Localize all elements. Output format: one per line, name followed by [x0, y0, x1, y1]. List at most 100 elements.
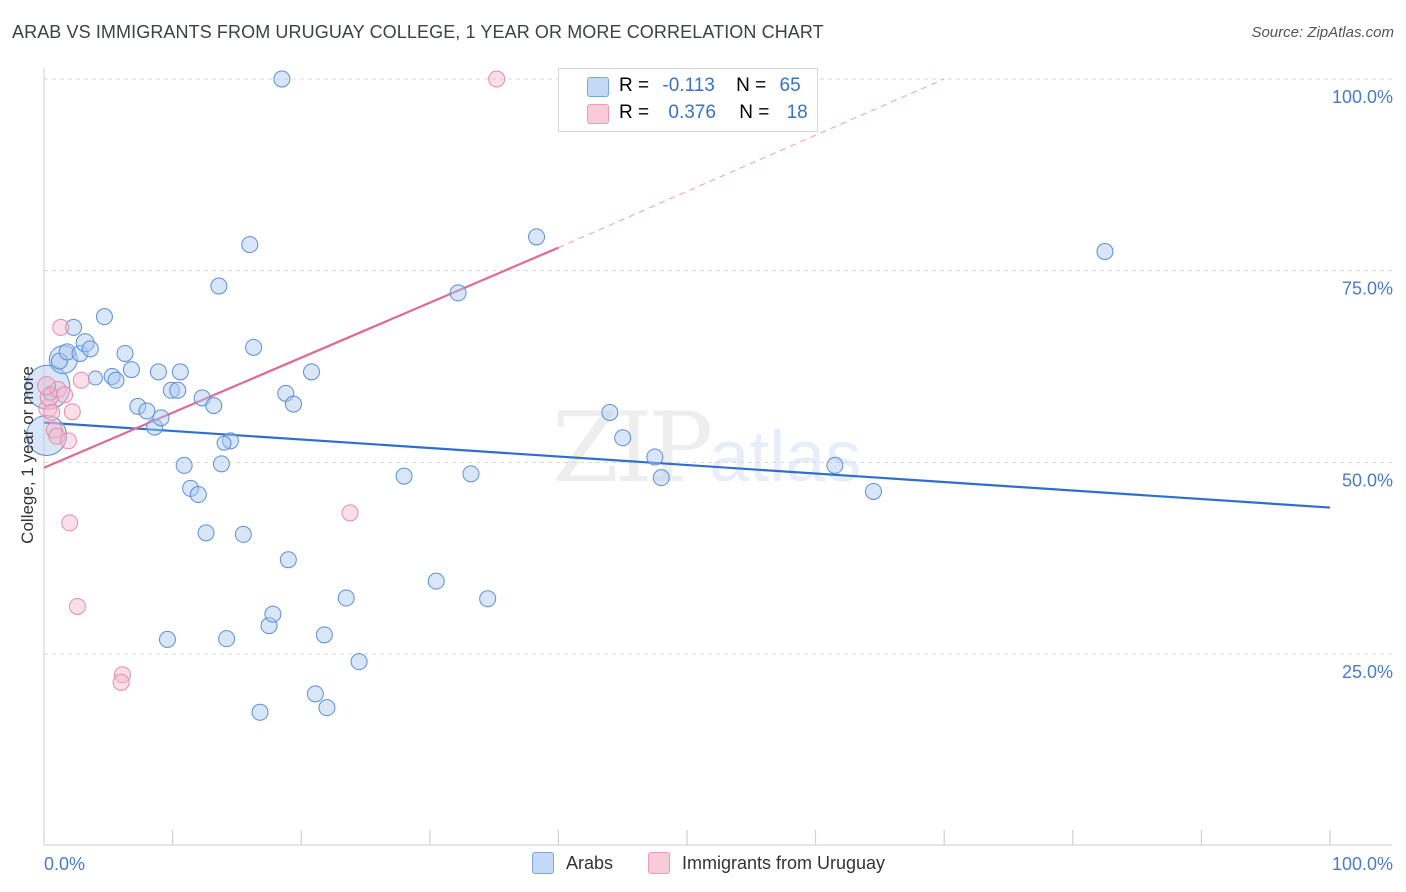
point-arabs: [251, 703, 269, 721]
y-tick-label: 50.0%: [1342, 470, 1393, 490]
legend-row-arabs: R = -0.113 N = 65: [619, 75, 801, 97]
point-arabs: [216, 435, 232, 451]
point-arabs: [210, 277, 228, 295]
point-arabs: [197, 524, 215, 542]
y-tick-label: 75.0%: [1342, 279, 1393, 299]
point-arabs: [864, 482, 882, 500]
point-arabs: [205, 397, 223, 415]
point-arabs: [116, 344, 134, 362]
legend-n-value: 65: [779, 75, 801, 96]
chart-title: ARAB VS IMMIGRANTS FROM URUGUAY COLLEGE,…: [12, 22, 824, 42]
point-arabs: [273, 70, 291, 88]
point-arabs: [234, 525, 252, 543]
legend-n-label: N =: [739, 102, 770, 123]
point-arabs: [138, 402, 156, 420]
point-arabs: [189, 486, 207, 504]
legend-row-uruguay: R = 0.376 N = 18: [619, 102, 808, 124]
arabs-label: Arabs: [566, 852, 614, 873]
grid-lines: [44, 78, 1392, 655]
y-axis-title: College, 1 year or more: [18, 366, 37, 544]
legend-n-value: 18: [786, 102, 808, 123]
point-arabs: [48, 345, 78, 375]
point-arabs: [306, 685, 324, 703]
point-arabs: [337, 589, 355, 607]
uruguay-label: Immigrants from Uruguay: [682, 852, 886, 873]
point-arabs: [528, 228, 546, 246]
series-legend: Arabs Immigrants from Uruguay: [0, 852, 1406, 878]
data-points: [25, 70, 1114, 721]
point-arabs: [601, 404, 619, 421]
point-uruguay: [59, 432, 77, 450]
point-arabs: [162, 381, 180, 399]
trend-line-uruguay: [43, 246, 559, 469]
point-arabs: [71, 344, 89, 362]
point-uruguay: [68, 597, 86, 615]
point-arabs: [129, 397, 147, 415]
point-uruguay: [112, 673, 130, 691]
point-arabs: [1096, 243, 1114, 260]
point-arabs: [449, 284, 467, 302]
point-arabs: [315, 626, 333, 644]
point-arabs: [107, 371, 125, 389]
point-arabs: [427, 572, 445, 590]
point-arabs: [652, 469, 670, 487]
point-arabs: [279, 551, 297, 569]
point-arabs: [218, 630, 236, 648]
point-arabs: [87, 370, 103, 386]
point-arabs: [302, 363, 320, 381]
point-arabs: [264, 605, 282, 623]
point-arabs: [169, 381, 187, 399]
point-arabs: [245, 338, 263, 356]
point-arabs: [95, 308, 113, 326]
axes: [43, 68, 1392, 846]
point-arabs: [146, 418, 164, 436]
point-uruguay: [56, 386, 74, 404]
legend-r-label: R =: [619, 102, 650, 123]
y-tick-label: 100.0%: [1332, 87, 1393, 107]
point-uruguay: [37, 376, 57, 396]
trend-line-uruguay-extrapolated: [558, 78, 945, 249]
x-tick-label: 0.0%: [44, 854, 85, 874]
point-arabs: [26, 415, 68, 456]
point-arabs: [175, 456, 193, 474]
legend-item-uruguay[interactable]: Immigrants from Uruguay: [648, 852, 885, 874]
point-uruguay: [61, 514, 79, 532]
point-arabs: [65, 318, 83, 336]
point-arabs: [646, 448, 664, 466]
point-arabs: [614, 429, 632, 447]
point-uruguay: [63, 403, 81, 421]
y-tick-label: 25.0%: [1342, 662, 1393, 682]
axis-labels: 25.0% 50.0% 75.0% 100.0% 0.0% 100.0% College, …: [18, 87, 1393, 874]
trend-line-arabs: [43, 421, 1331, 509]
point-arabs: [171, 363, 189, 381]
point-arabs: [149, 363, 167, 381]
point-arabs: [241, 236, 259, 254]
legend-item-arabs[interactable]: Arabs: [532, 852, 613, 874]
point-uruguay: [488, 70, 506, 88]
legend-r-label: R =: [619, 75, 650, 96]
point-arabs: [158, 630, 176, 648]
uruguay-swatch: [648, 852, 670, 874]
legend-n-label: N =: [736, 75, 767, 96]
point-arabs: [152, 409, 170, 427]
point-arabs: [212, 455, 230, 473]
legend-r-value: 0.376: [668, 102, 716, 123]
point-arabs: [284, 395, 302, 413]
point-uruguay: [72, 371, 90, 389]
x-tick-label: 100.0%: [1332, 854, 1393, 874]
legend-swatch-arabs: [587, 77, 609, 97]
legend-swatch-uruguay: [587, 104, 609, 124]
legend-r-value: -0.113: [662, 75, 715, 96]
point-arabs: [826, 456, 844, 474]
point-arabs: [318, 699, 336, 717]
point-uruguay: [52, 318, 70, 336]
point-arabs: [479, 590, 497, 608]
trend-lines: [43, 78, 1331, 509]
watermark-zip: ZIP: [552, 392, 713, 504]
point-uruguay: [43, 404, 61, 421]
arabs-swatch: [532, 852, 554, 874]
point-arabs: [350, 653, 368, 671]
point-uruguay: [341, 504, 359, 522]
point-arabs: [462, 465, 480, 483]
